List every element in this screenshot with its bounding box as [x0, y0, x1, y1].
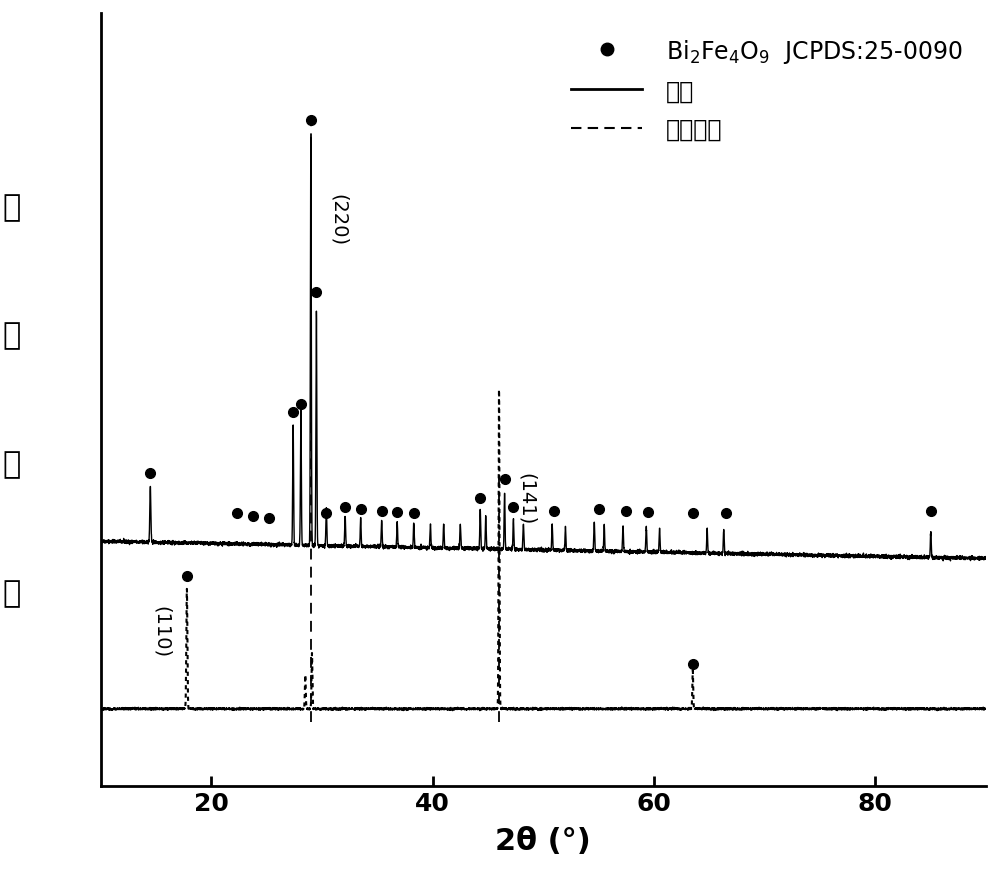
Text: 强: 强: [3, 450, 21, 479]
Legend: Bi$_2$Fe$_4$O$_9$  JCPDS:25-0090, 粉末, 粉末压片: Bi$_2$Fe$_4$O$_9$ JCPDS:25-0090, 粉末, 粉末压…: [559, 26, 974, 154]
Text: (141): (141): [517, 473, 536, 525]
Text: 衍: 衍: [3, 192, 21, 222]
Text: (220): (220): [329, 194, 348, 246]
Text: 射: 射: [3, 322, 21, 350]
Text: 度: 度: [3, 579, 21, 607]
X-axis label: 2θ (°): 2θ (°): [495, 826, 591, 855]
Text: (110): (110): [152, 606, 171, 658]
